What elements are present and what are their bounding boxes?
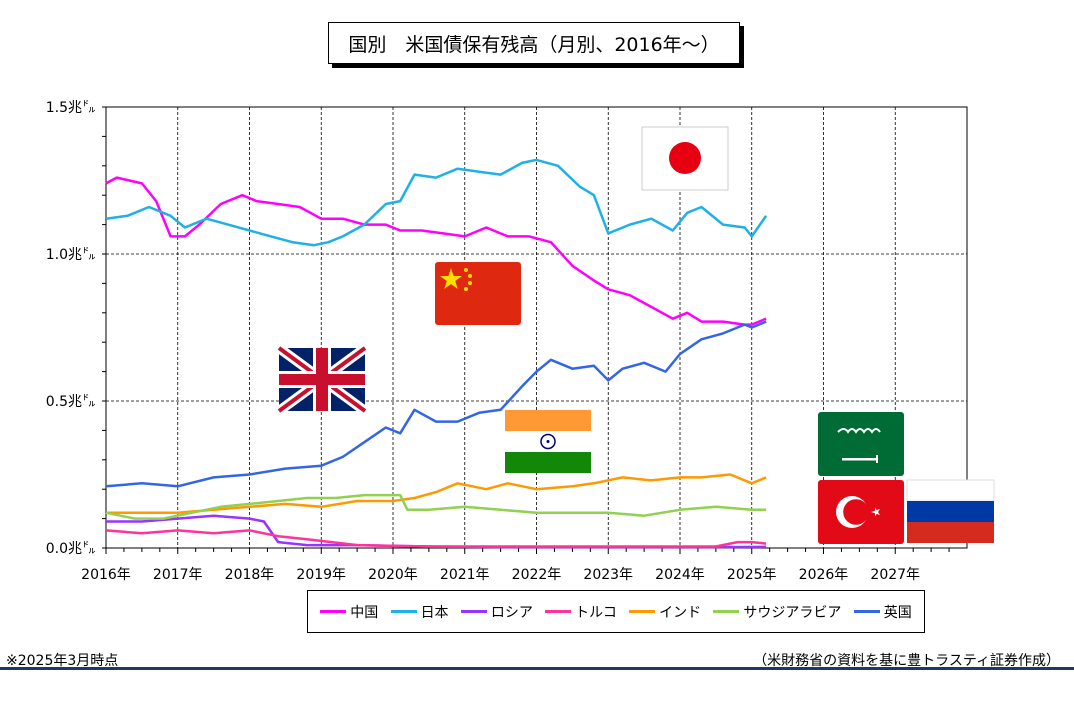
y-tick-label: 1.0兆㌦ — [46, 247, 96, 263]
japan-flag — [641, 126, 729, 191]
legend-item-uk: 英国 — [853, 602, 912, 622]
uk-flag — [276, 343, 368, 416]
series-line-インド — [106, 473, 767, 514]
x-tick-label: 2026年 — [799, 567, 849, 583]
legend-swatch — [390, 610, 417, 613]
chart-title: 国別 米国債保有残高（月別、2016年～） — [328, 22, 740, 64]
legend-swatch — [545, 610, 572, 613]
x-tick-label: 2023年 — [583, 567, 633, 583]
x-tick-label: 2019年 — [296, 567, 346, 583]
x-tick-label: 2020年 — [368, 567, 418, 583]
series-line-サウジアラビア — [105, 493, 767, 520]
saudi-arabia-flag — [818, 412, 904, 476]
legend-label: 日本 — [420, 604, 449, 621]
legend-item-saudi-arabia: サウジアラビア — [713, 602, 841, 622]
line-chart: 0.0兆㌦ 0.5兆㌦ 1.0兆㌦ 1.5兆㌦ 2016年 2017年 2018年 2019年… — [46, 100, 995, 583]
india-flag — [505, 410, 591, 473]
x-tick-label: 2022年 — [512, 567, 562, 583]
x-tick-label: 2027年 — [870, 567, 920, 583]
legend-swatch — [320, 610, 347, 613]
legend-label: トルコ — [575, 604, 617, 621]
legend-item-china: 中国 — [320, 602, 378, 622]
legend-item-turkey: トルコ — [545, 602, 617, 622]
axes-layer: 0.0兆㌦ 0.5兆㌦ 1.0兆㌦ 1.5兆㌦ 2016年 2017年 2018年 2019年… — [46, 100, 950, 583]
legend-label: サウジアラビア — [743, 604, 842, 621]
footnote: ※2025年3月時点 — [6, 653, 119, 669]
legend-label: 英国 — [883, 604, 912, 621]
legend-swatch — [460, 610, 487, 613]
turkey-flag — [818, 480, 904, 544]
y-tick-label: 1.5兆㌦ — [46, 100, 96, 116]
chart-legend: 中国 日本 ロシア トルコ インド サウジアラビア 英国 — [307, 590, 925, 633]
legend-swatch — [713, 610, 740, 613]
legend-label: 中国 — [350, 604, 379, 621]
series-line-トルコ — [105, 529, 767, 548]
x-tick-label: 2018年 — [225, 567, 275, 583]
series-line-中国 — [105, 176, 767, 326]
legend-label: ロシア — [490, 604, 533, 621]
legend-item-japan: 日本 — [390, 602, 449, 622]
legend-item-india: インド — [629, 602, 701, 622]
series-line-英国 — [105, 320, 767, 488]
x-tick-label: 2025年 — [727, 567, 777, 583]
x-tick-label: 2017年 — [153, 567, 203, 583]
x-tick-label: 2024年 — [655, 567, 705, 583]
bottom-rule — [0, 667, 1074, 670]
series-layer — [105, 158, 768, 549]
x-tick-label: 2021年 — [440, 567, 490, 583]
legend-swatch — [629, 610, 656, 613]
legend-item-russia: ロシア — [460, 602, 533, 622]
legend-swatch — [853, 610, 880, 613]
russia-flag — [906, 479, 995, 543]
series-line-日本 — [105, 158, 768, 247]
y-tick-label: 0.5兆㌦ — [46, 394, 96, 410]
source-note: （米財務省の資料を基に豊トラスティ証券作成） — [753, 653, 1060, 669]
legend-label: インド — [659, 604, 702, 621]
china-flag — [435, 262, 521, 325]
x-tick-label: 2016年 — [81, 567, 131, 583]
y-tick-label: 0.0兆㌦ — [46, 541, 96, 557]
